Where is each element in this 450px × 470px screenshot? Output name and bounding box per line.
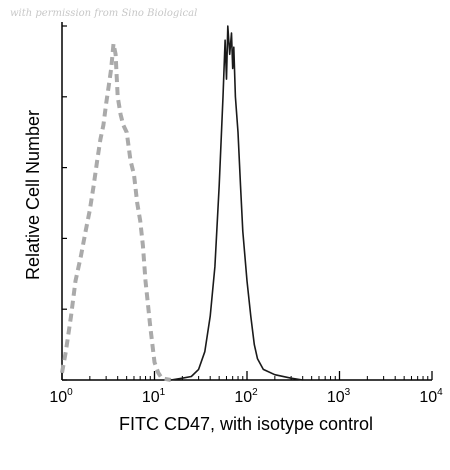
isotype-control-curve — [60, 41, 172, 382]
x-axis-ticks: 100 101 102 103 104 — [49, 371, 443, 406]
x-tick-label: 100 — [49, 387, 73, 406]
x-tick-label: 101 — [142, 387, 166, 406]
watermark-text: with permission from Sino Biological — [10, 8, 198, 19]
y-axis-ticks — [62, 25, 67, 381]
x-tick-label: 104 — [419, 387, 443, 406]
y-axis-title: Relative Cell Number — [23, 110, 43, 280]
cd47-curve — [170, 25, 303, 381]
x-tick-label: 102 — [234, 387, 258, 406]
x-tick-label: 103 — [327, 387, 351, 406]
x-axis-title: FITC CD47, with isotype control — [119, 414, 373, 434]
series-layer — [60, 25, 303, 382]
